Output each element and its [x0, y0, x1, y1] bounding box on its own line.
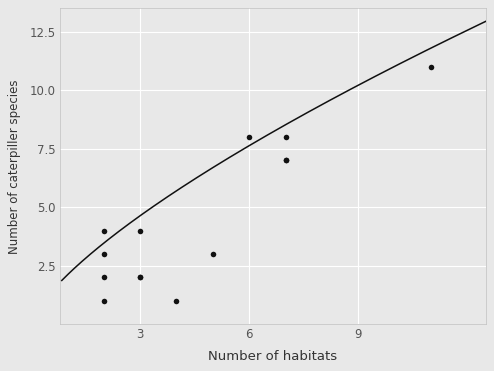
Point [209, 251, 217, 257]
Point [100, 251, 108, 257]
Point [136, 275, 144, 280]
Y-axis label: Number of caterpiller species: Number of caterpiller species [8, 79, 21, 253]
Point [172, 298, 180, 304]
Point [100, 228, 108, 234]
Point [282, 134, 289, 140]
X-axis label: Number of habitats: Number of habitats [208, 349, 337, 363]
Point [136, 275, 144, 280]
Point [136, 228, 144, 234]
Point [100, 298, 108, 304]
Point [282, 157, 289, 163]
Point [282, 157, 289, 163]
Point [427, 64, 435, 70]
Point [100, 275, 108, 280]
Point [245, 134, 253, 140]
